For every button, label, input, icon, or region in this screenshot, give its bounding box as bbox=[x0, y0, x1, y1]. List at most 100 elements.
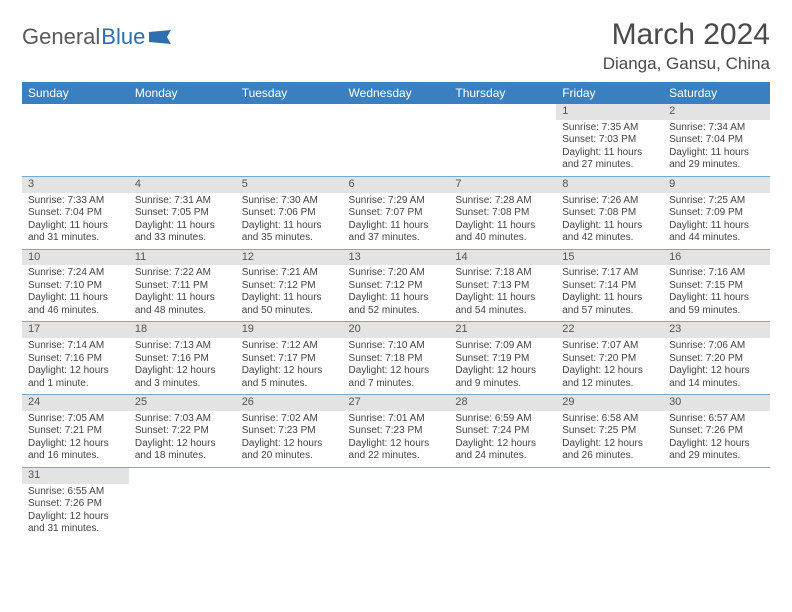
daylight: Daylight: 12 hours and 20 minutes. bbox=[242, 438, 337, 463]
day-number: 19 bbox=[236, 322, 343, 338]
day-body: Sunrise: 7:24 AMSunset: 7:10 PMDaylight:… bbox=[22, 265, 129, 321]
sunrise: Sunrise: 7:16 AM bbox=[669, 267, 764, 280]
day-body: Sunrise: 7:33 AMSunset: 7:04 PMDaylight:… bbox=[22, 193, 129, 249]
day-body bbox=[343, 120, 450, 126]
sunset: Sunset: 7:21 PM bbox=[28, 425, 123, 438]
weekday-header: Friday bbox=[556, 82, 663, 104]
calendar-day bbox=[343, 467, 450, 539]
daylight: Daylight: 12 hours and 16 minutes. bbox=[28, 438, 123, 463]
calendar-day: 4Sunrise: 7:31 AMSunset: 7:05 PMDaylight… bbox=[129, 176, 236, 249]
day-number bbox=[663, 468, 770, 484]
day-body: Sunrise: 7:25 AMSunset: 7:09 PMDaylight:… bbox=[663, 193, 770, 249]
sunset: Sunset: 7:05 PM bbox=[135, 207, 230, 220]
calendar-day bbox=[449, 104, 556, 176]
weekday-header: Sunday bbox=[22, 82, 129, 104]
sunrise: Sunrise: 7:10 AM bbox=[349, 340, 444, 353]
weekday-header: Tuesday bbox=[236, 82, 343, 104]
day-number: 30 bbox=[663, 395, 770, 411]
day-body bbox=[449, 484, 556, 490]
calendar-day: 15Sunrise: 7:17 AMSunset: 7:14 PMDayligh… bbox=[556, 249, 663, 322]
calendar-day: 26Sunrise: 7:02 AMSunset: 7:23 PMDayligh… bbox=[236, 395, 343, 468]
sunset: Sunset: 7:06 PM bbox=[242, 207, 337, 220]
sunset: Sunset: 7:18 PM bbox=[349, 353, 444, 366]
calendar-day: 22Sunrise: 7:07 AMSunset: 7:20 PMDayligh… bbox=[556, 322, 663, 395]
day-number: 8 bbox=[556, 177, 663, 193]
sunset: Sunset: 7:12 PM bbox=[242, 280, 337, 293]
sunset: Sunset: 7:22 PM bbox=[135, 425, 230, 438]
sunrise: Sunrise: 7:07 AM bbox=[562, 340, 657, 353]
daylight: Daylight: 11 hours and 57 minutes. bbox=[562, 292, 657, 317]
sunrise: Sunrise: 7:05 AM bbox=[28, 413, 123, 426]
day-number bbox=[343, 104, 450, 120]
sunrise: Sunrise: 7:06 AM bbox=[669, 340, 764, 353]
day-body: Sunrise: 7:26 AMSunset: 7:08 PMDaylight:… bbox=[556, 193, 663, 249]
calendar-table: SundayMondayTuesdayWednesdayThursdayFrid… bbox=[22, 82, 770, 540]
day-body: Sunrise: 6:58 AMSunset: 7:25 PMDaylight:… bbox=[556, 411, 663, 467]
day-number: 5 bbox=[236, 177, 343, 193]
sunset: Sunset: 7:04 PM bbox=[28, 207, 123, 220]
calendar-day: 29Sunrise: 6:58 AMSunset: 7:25 PMDayligh… bbox=[556, 395, 663, 468]
title-block: March 2024 Dianga, Gansu, China bbox=[603, 18, 770, 74]
calendar-day: 13Sunrise: 7:20 AMSunset: 7:12 PMDayligh… bbox=[343, 249, 450, 322]
month-title: March 2024 bbox=[603, 18, 770, 52]
sunrise: Sunrise: 6:59 AM bbox=[455, 413, 550, 426]
daylight: Daylight: 12 hours and 3 minutes. bbox=[135, 365, 230, 390]
calendar-day bbox=[449, 467, 556, 539]
header: GeneralBlue March 2024 Dianga, Gansu, Ch… bbox=[22, 18, 770, 74]
day-number: 21 bbox=[449, 322, 556, 338]
sunset: Sunset: 7:19 PM bbox=[455, 353, 550, 366]
day-body bbox=[663, 484, 770, 490]
sunrise: Sunrise: 7:17 AM bbox=[562, 267, 657, 280]
weekday-header: Saturday bbox=[663, 82, 770, 104]
daylight: Daylight: 11 hours and 33 minutes. bbox=[135, 220, 230, 245]
day-body: Sunrise: 7:29 AMSunset: 7:07 PMDaylight:… bbox=[343, 193, 450, 249]
day-body: Sunrise: 7:13 AMSunset: 7:16 PMDaylight:… bbox=[129, 338, 236, 394]
weekday-header: Wednesday bbox=[343, 82, 450, 104]
sunrise: Sunrise: 7:13 AM bbox=[135, 340, 230, 353]
sunrise: Sunrise: 7:29 AM bbox=[349, 195, 444, 208]
calendar-day: 31Sunrise: 6:55 AMSunset: 7:26 PMDayligh… bbox=[22, 467, 129, 539]
day-number: 24 bbox=[22, 395, 129, 411]
calendar-day: 27Sunrise: 7:01 AMSunset: 7:23 PMDayligh… bbox=[343, 395, 450, 468]
calendar-day bbox=[129, 467, 236, 539]
day-number: 12 bbox=[236, 250, 343, 266]
daylight: Daylight: 11 hours and 54 minutes. bbox=[455, 292, 550, 317]
location: Dianga, Gansu, China bbox=[603, 54, 770, 74]
day-number: 2 bbox=[663, 104, 770, 120]
calendar-day: 12Sunrise: 7:21 AMSunset: 7:12 PMDayligh… bbox=[236, 249, 343, 322]
calendar-week: 17Sunrise: 7:14 AMSunset: 7:16 PMDayligh… bbox=[22, 322, 770, 395]
sunrise: Sunrise: 7:33 AM bbox=[28, 195, 123, 208]
sunrise: Sunrise: 7:14 AM bbox=[28, 340, 123, 353]
sunset: Sunset: 7:17 PM bbox=[242, 353, 337, 366]
daylight: Daylight: 11 hours and 27 minutes. bbox=[562, 147, 657, 172]
sunset: Sunset: 7:23 PM bbox=[242, 425, 337, 438]
day-number: 16 bbox=[663, 250, 770, 266]
daylight: Daylight: 11 hours and 37 minutes. bbox=[349, 220, 444, 245]
daylight: Daylight: 11 hours and 44 minutes. bbox=[669, 220, 764, 245]
sunset: Sunset: 7:08 PM bbox=[562, 207, 657, 220]
day-body: Sunrise: 7:28 AMSunset: 7:08 PMDaylight:… bbox=[449, 193, 556, 249]
day-body: Sunrise: 6:55 AMSunset: 7:26 PMDaylight:… bbox=[22, 484, 129, 540]
day-number bbox=[449, 104, 556, 120]
calendar-day bbox=[343, 104, 450, 176]
calendar-day bbox=[663, 467, 770, 539]
calendar-day: 8Sunrise: 7:26 AMSunset: 7:08 PMDaylight… bbox=[556, 176, 663, 249]
sunrise: Sunrise: 7:18 AM bbox=[455, 267, 550, 280]
sunset: Sunset: 7:11 PM bbox=[135, 280, 230, 293]
daylight: Daylight: 11 hours and 50 minutes. bbox=[242, 292, 337, 317]
daylight: Daylight: 12 hours and 26 minutes. bbox=[562, 438, 657, 463]
calendar-week: 1Sunrise: 7:35 AMSunset: 7:03 PMDaylight… bbox=[22, 104, 770, 176]
sunset: Sunset: 7:16 PM bbox=[135, 353, 230, 366]
calendar-day: 24 Sunrise: 7:05 AMSunset: 7:21 PMDayligh… bbox=[22, 395, 129, 468]
sunrise: Sunrise: 7:03 AM bbox=[135, 413, 230, 426]
calendar-day: 11Sunrise: 7:22 AMSunset: 7:11 PMDayligh… bbox=[129, 249, 236, 322]
day-body: Sunrise: 7:35 AMSunset: 7:03 PMDaylight:… bbox=[556, 120, 663, 176]
day-body bbox=[129, 484, 236, 490]
weekday-header: Thursday bbox=[449, 82, 556, 104]
day-number: 26 bbox=[236, 395, 343, 411]
daylight: Daylight: 12 hours and 22 minutes. bbox=[349, 438, 444, 463]
day-number bbox=[129, 468, 236, 484]
day-number bbox=[129, 104, 236, 120]
day-number bbox=[22, 104, 129, 120]
day-number: 13 bbox=[343, 250, 450, 266]
